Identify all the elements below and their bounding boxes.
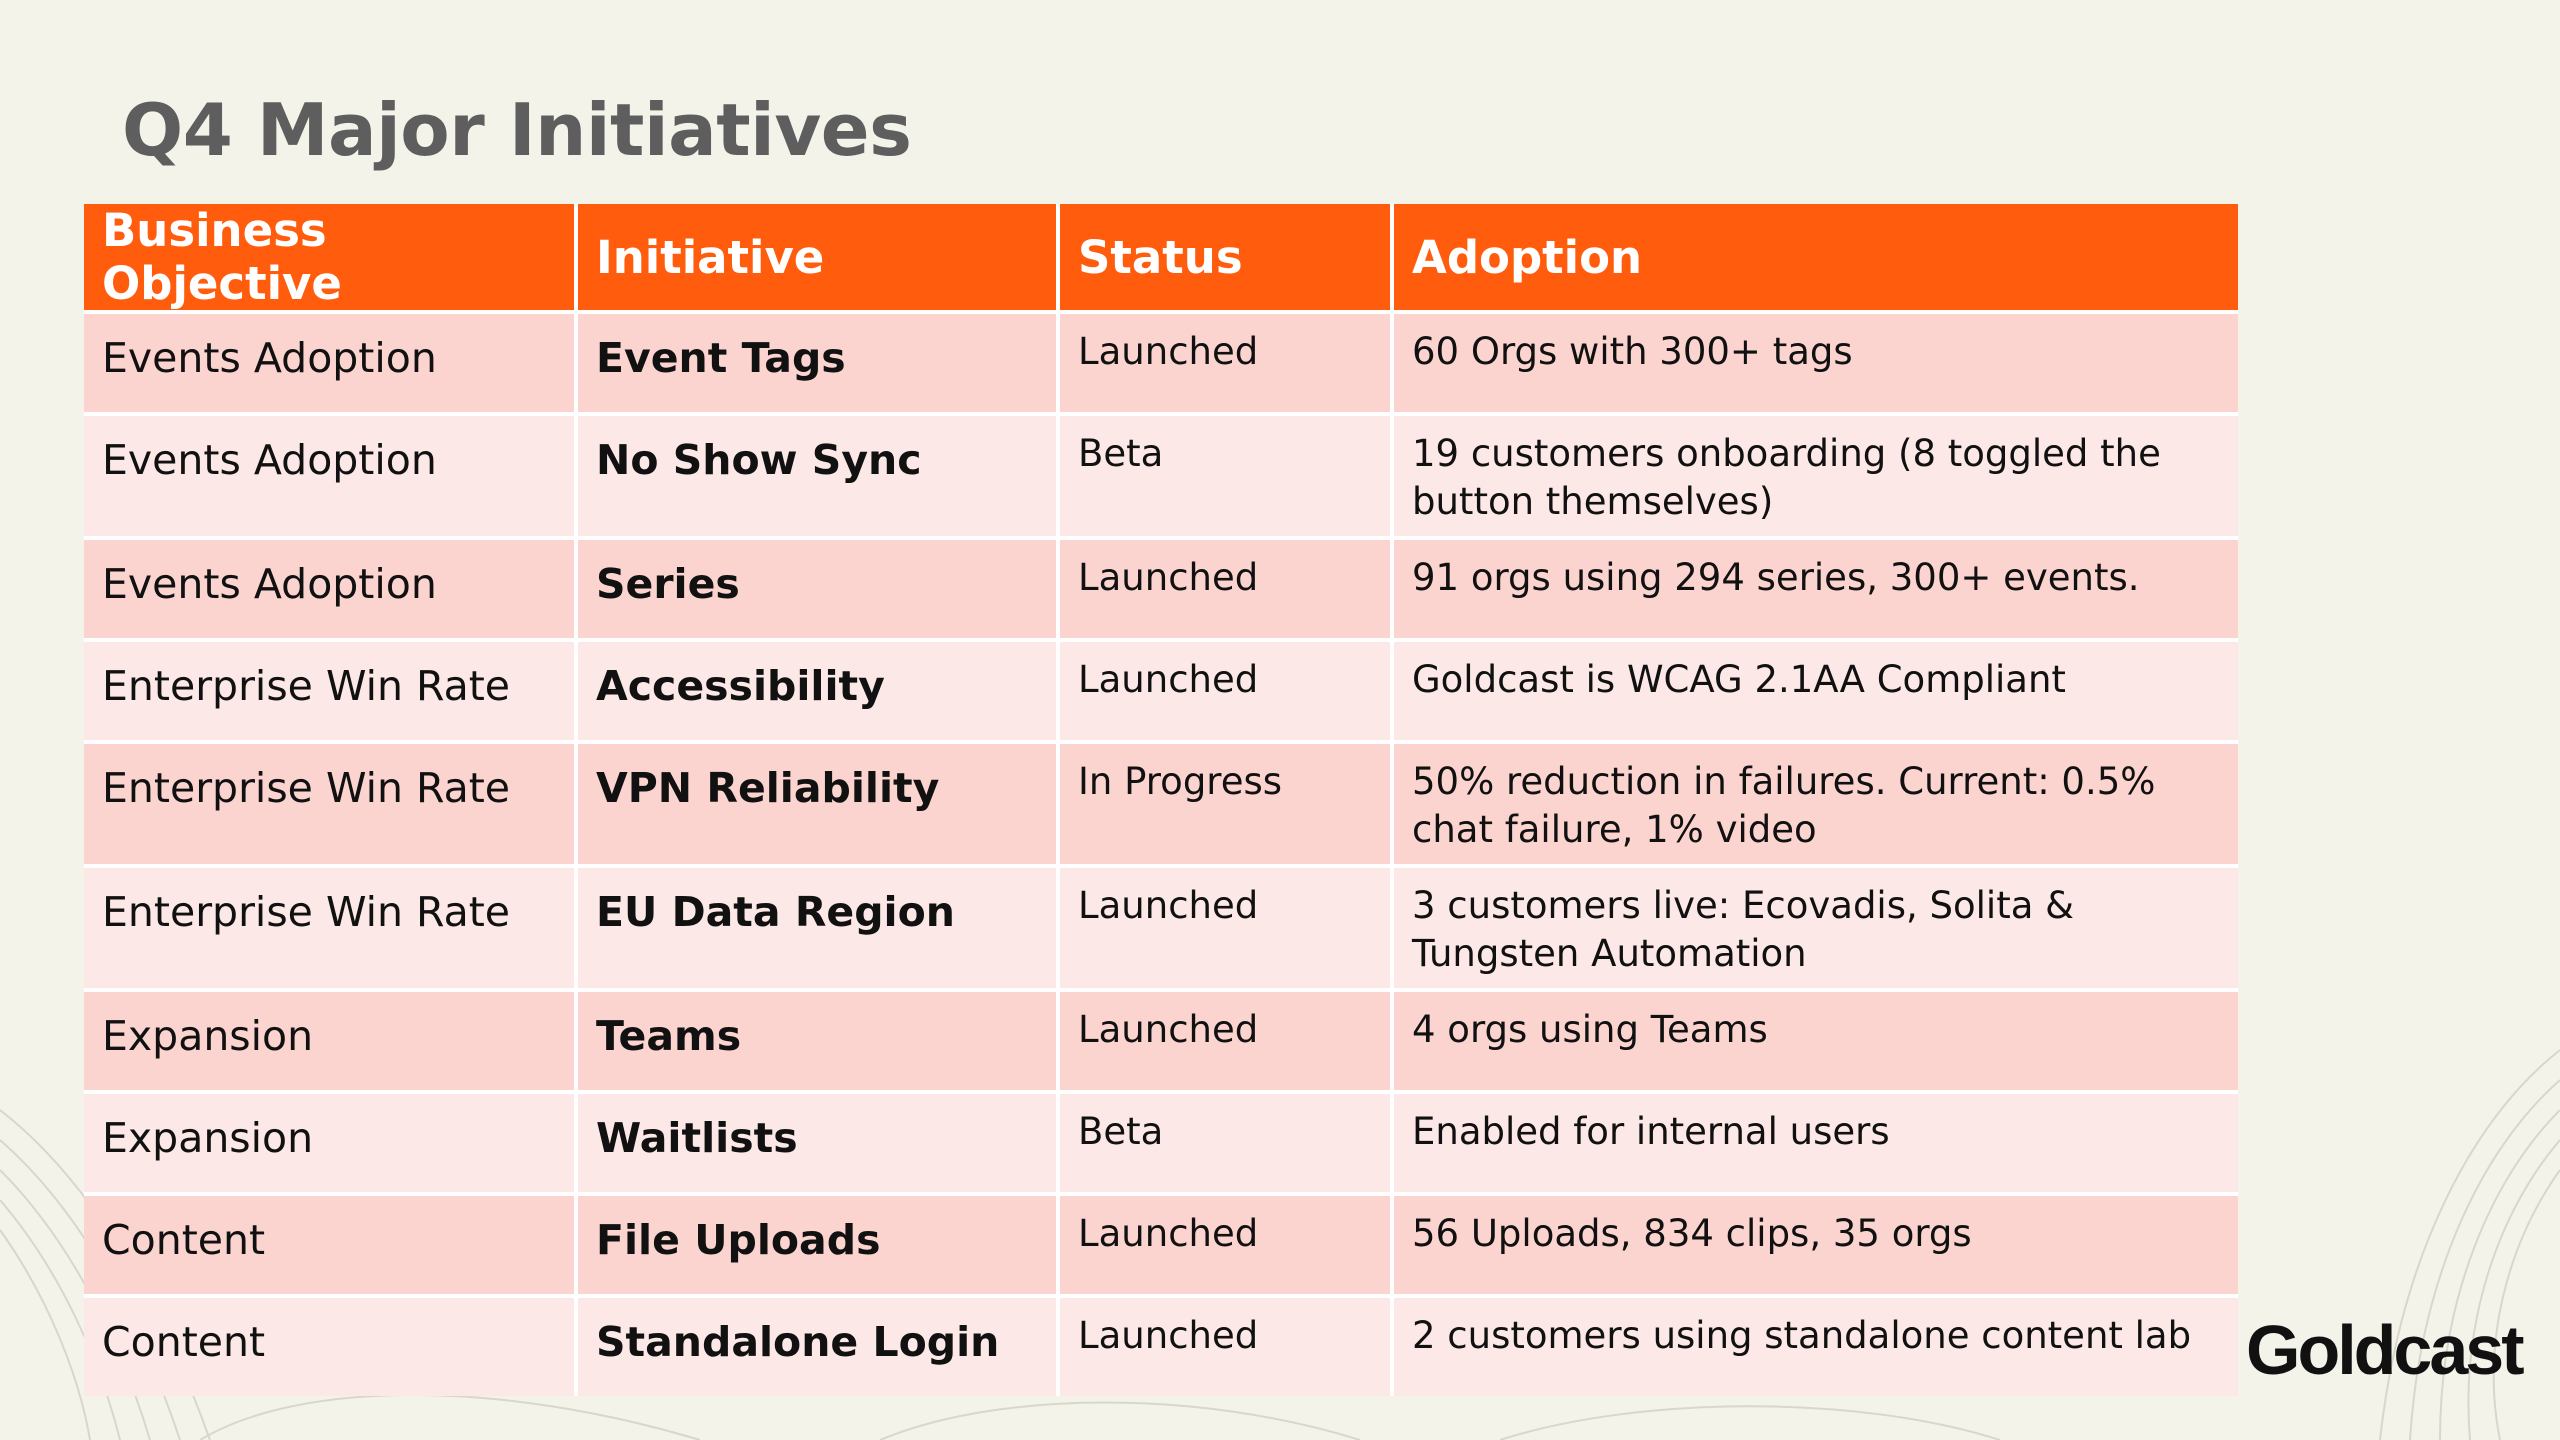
initiative-cell: Standalone Login: [576, 1294, 1060, 1396]
adoption-cell: 3 customers live: Ecovadis, Solita & Tun…: [1392, 864, 2238, 990]
adoption-cell: 91 orgs using 294 series, 300+ events.: [1392, 536, 2238, 640]
objective-cell: Events Adoption: [84, 412, 578, 538]
initiatives-table: Business Objective Initiative Status Ado…: [84, 204, 2238, 1396]
table-header-row: Business Objective Initiative Status Ado…: [84, 204, 2238, 312]
status-cell: Launched: [1058, 310, 1394, 414]
table-row: Events Adoption Event Tags Launched 60 O…: [84, 310, 2238, 414]
status-cell: In Progress: [1058, 740, 1394, 866]
table-row: Content Standalone Login Launched 2 cust…: [84, 1294, 2238, 1396]
table-row: Enterprise Win Rate EU Data Region Launc…: [84, 864, 2238, 990]
table-row: Enterprise Win Rate Accessibility Launch…: [84, 638, 2238, 742]
objective-cell: Expansion: [84, 988, 578, 1092]
table-row: Events Adoption No Show Sync Beta 19 cus…: [84, 412, 2238, 538]
status-cell: Launched: [1058, 988, 1394, 1092]
table-row: Expansion Waitlists Beta Enabled for int…: [84, 1090, 2238, 1194]
adoption-cell: Goldcast is WCAG 2.1AA Compliant: [1392, 638, 2238, 742]
adoption-cell: Enabled for internal users: [1392, 1090, 2238, 1194]
objective-cell: Content: [84, 1192, 578, 1296]
initiative-cell: File Uploads: [576, 1192, 1060, 1296]
initiative-cell: Event Tags: [576, 310, 1060, 414]
objective-cell: Enterprise Win Rate: [84, 740, 578, 866]
table-row: Events Adoption Series Launched 91 orgs …: [84, 536, 2238, 640]
initiative-cell: Series: [576, 536, 1060, 640]
status-cell: Launched: [1058, 536, 1394, 640]
adoption-cell: 4 orgs using Teams: [1392, 988, 2238, 1092]
objective-cell: Events Adoption: [84, 310, 578, 414]
initiative-cell: Accessibility: [576, 638, 1060, 742]
adoption-cell: 19 customers onboarding (8 toggled the b…: [1392, 412, 2238, 538]
table-row: Expansion Teams Launched 4 orgs using Te…: [84, 988, 2238, 1092]
initiative-cell: EU Data Region: [576, 864, 1060, 990]
adoption-cell: 2 customers using standalone content lab: [1392, 1294, 2238, 1396]
adoption-cell: 50% reduction in failures. Current: 0.5%…: [1392, 740, 2238, 866]
adoption-cell: 56 Uploads, 834 clips, 35 orgs: [1392, 1192, 2238, 1296]
status-cell: Launched: [1058, 1192, 1394, 1296]
column-header-status: Status: [1058, 204, 1394, 312]
column-header-initiative: Initiative: [576, 204, 1060, 312]
initiative-cell: No Show Sync: [576, 412, 1060, 538]
objective-cell: Enterprise Win Rate: [84, 638, 578, 742]
adoption-cell: 60 Orgs with 300+ tags: [1392, 310, 2238, 414]
objective-cell: Events Adoption: [84, 536, 578, 640]
status-cell: Launched: [1058, 638, 1394, 742]
objective-cell: Enterprise Win Rate: [84, 864, 578, 990]
table-row: Enterprise Win Rate VPN Reliability In P…: [84, 740, 2238, 866]
status-cell: Beta: [1058, 412, 1394, 538]
table-row: Content File Uploads Launched 56 Uploads…: [84, 1192, 2238, 1296]
column-header-adoption: Adoption: [1392, 204, 2238, 312]
column-header-business-objective: Business Objective: [84, 204, 578, 312]
objective-cell: Content: [84, 1294, 578, 1396]
initiative-cell: VPN Reliability: [576, 740, 1060, 866]
status-cell: Launched: [1058, 1294, 1394, 1396]
initiative-cell: Waitlists: [576, 1090, 1060, 1194]
status-cell: Beta: [1058, 1090, 1394, 1194]
page-title: Q4 Major Initiatives: [122, 88, 912, 172]
objective-cell: Expansion: [84, 1090, 578, 1194]
initiative-cell: Teams: [576, 988, 1060, 1092]
status-cell: Launched: [1058, 864, 1394, 990]
initiatives-table-container: Business Objective Initiative Status Ado…: [84, 204, 2238, 1396]
goldcast-logo: Goldcast: [2246, 1311, 2525, 1389]
